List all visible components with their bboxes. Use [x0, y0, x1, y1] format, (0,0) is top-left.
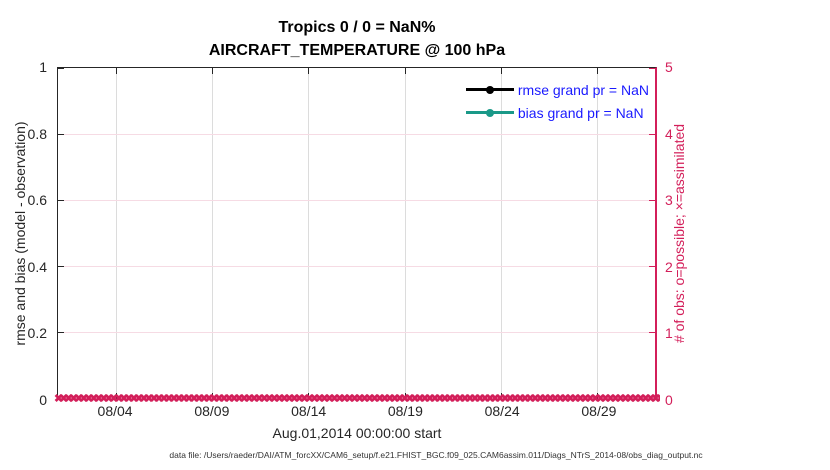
y-axis-right-tick-labels: 0 1 2 3 4 5: [661, 59, 701, 408]
gridline-horizontal: [58, 332, 655, 334]
legend-label-bias: bias grand pr = NaN: [517, 104, 644, 121]
data-file-path: data file: /Users/raeder/DAI/ATM_forcXX/…: [169, 450, 703, 460]
gridline-vertical: [212, 68, 214, 399]
y-tick-left: [58, 133, 64, 135]
y-tick-right: [649, 266, 655, 268]
rmse-line-swatch: [465, 85, 514, 94]
legend-item-bias: bias grand pr = NaN: [465, 101, 649, 124]
x-tick-label: 08/19: [387, 403, 423, 419]
y-tick-label-right: 3: [665, 192, 673, 209]
y-tick-right: [649, 199, 655, 201]
y-tick-label-left: 0.6: [27, 192, 47, 209]
gridline-horizontal: [58, 199, 655, 201]
y-tick-label-right: 0: [665, 392, 673, 408]
y-tick-label-right: 2: [665, 258, 673, 275]
y-tick-left: [58, 332, 64, 334]
y-axis-left-tick-labels: 0 0.2 0.4 0.6 0.8 1: [0, 59, 52, 408]
x-axis-tick-labels: 08/04 08/09 08/14 08/19 08/24 08/29: [57, 403, 657, 421]
x-tick-top: [212, 68, 214, 74]
y-tick-label-left: 0: [39, 392, 47, 408]
obs-marker-band: ✖✖✖✖✖✖✖✖✖✖✖✖✖✖✖✖✖✖✖✖✖✖✖✖✖✖✖✖✖✖✖✖✖✖✖✖✖✖✖✖…: [54, 393, 660, 405]
x-tick-bottom: [308, 393, 310, 399]
x-tick-label: 08/04: [97, 403, 133, 419]
rmse-marker-icon: [485, 85, 494, 94]
y-tick-label-right: 1: [665, 325, 673, 342]
bias-marker-icon: [485, 108, 494, 117]
legend-label-rmse: rmse grand pr = NaN: [517, 81, 649, 98]
legend: rmse grand pr = NaN bias grand pr = NaN: [465, 78, 649, 124]
x-tick-label: 08/29: [581, 403, 617, 419]
gridline-vertical: [404, 68, 406, 399]
y-tick-left: [58, 398, 64, 400]
y-tick-label-right: 4: [665, 125, 673, 142]
y-tick-right: [649, 398, 655, 400]
x-tick-top: [404, 68, 406, 74]
gridline-vertical: [500, 68, 502, 399]
x-tick-label: 08/14: [291, 403, 327, 419]
y-tick-left: [58, 67, 64, 69]
gridline-horizontal: [58, 266, 655, 268]
y-tick-label-right: 5: [665, 59, 673, 75]
x-axis-label: Aug.01,2014 00:00:00 start: [272, 425, 442, 441]
gridline-horizontal: [58, 133, 655, 135]
title-block: Tropics 0 / 0 = NaN% AIRCRAFT_TEMPERATUR…: [57, 16, 657, 62]
x-tick-bottom: [212, 393, 214, 399]
x-tick-label: 08/09: [194, 403, 230, 419]
y-tick-left: [58, 266, 64, 268]
chart-title: Tropics 0 / 0 = NaN%: [278, 19, 436, 36]
y-tick-right: [649, 67, 655, 69]
x-tick-top: [308, 68, 310, 74]
x-tick-bottom: [500, 393, 502, 399]
y-tick-label-left: 1: [39, 59, 47, 75]
gridline-vertical: [115, 68, 117, 399]
y-tick-right: [649, 332, 655, 334]
y-tick-right: [649, 133, 655, 135]
x-tick-top: [500, 68, 502, 74]
x-tick-bottom: [115, 393, 117, 399]
y-tick-label-left: 0.8: [27, 125, 47, 142]
legend-item-rmse: rmse grand pr = NaN: [465, 78, 649, 101]
x-tick-bottom: [597, 393, 599, 399]
y-tick-left: [58, 199, 64, 201]
x-tick-top: [115, 68, 117, 74]
bias-line-swatch: [465, 108, 514, 117]
x-tick-label: 08/24: [484, 403, 520, 419]
gridline-vertical: [308, 68, 310, 399]
y-tick-label-left: 0.2: [27, 325, 47, 342]
chart-subtitle: AIRCRAFT_TEMPERATURE @ 100 hPa: [208, 42, 506, 59]
y-tick-label-left: 0.4: [27, 258, 47, 275]
gridline-vertical: [597, 68, 599, 399]
plot-area: ✖✖✖✖✖✖✖✖✖✖✖✖✖✖✖✖✖✖✖✖✖✖✖✖✖✖✖✖✖✖✖✖✖✖✖✖✖✖✖✖…: [54, 67, 660, 404]
x-tick-bottom: [404, 393, 406, 399]
x-tick-top: [597, 68, 599, 74]
